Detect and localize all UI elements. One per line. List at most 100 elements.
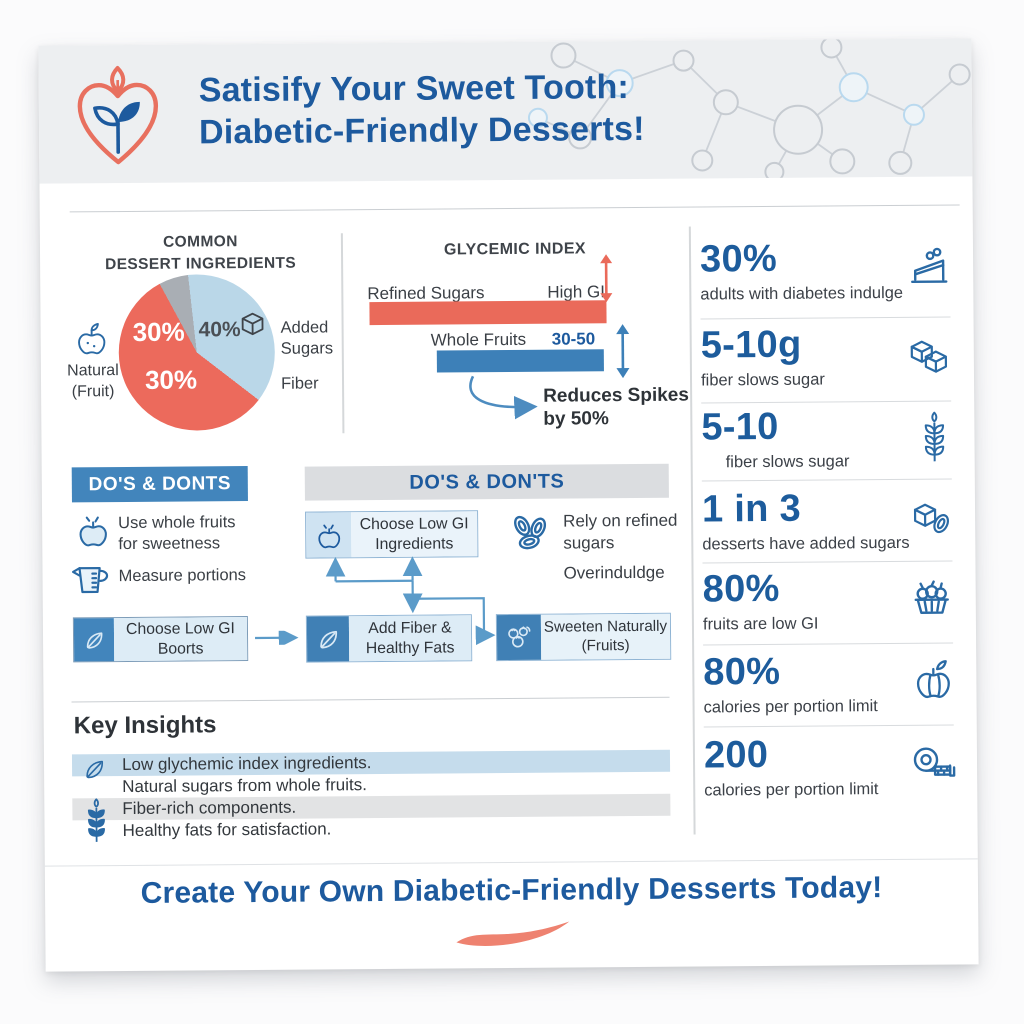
dont-item1: Rely on refined sugars (563, 510, 678, 555)
added-sugars-line1: Added (280, 318, 329, 337)
added-sugars-line2: Sugars (280, 339, 334, 359)
berries-icon-cell (496, 614, 542, 661)
dos-left-item1: Use whole fruits for sweetness (118, 512, 236, 556)
pie-right-label-added-sugars: Added Sugars (281, 317, 334, 360)
gi-bar-whole-fruits (436, 349, 604, 373)
top-divider (69, 204, 960, 213)
dos-left-header: DO'S & DONTS (71, 466, 248, 503)
swoosh-icon (456, 921, 570, 946)
stat-block: 80% calories per portion limit (703, 651, 976, 717)
gi-bar2-annotation: 30-50 (551, 329, 596, 349)
ingredients-pie-chart (118, 273, 276, 432)
stat-divider (703, 724, 954, 728)
footer-title: Create Your Own Diabetic-Friendly Desser… (140, 871, 883, 910)
apple-icon (79, 516, 107, 547)
fruit-basket-icon (914, 580, 949, 614)
leaf-icon (86, 631, 103, 649)
wheat-icon (924, 411, 945, 462)
dos-left-item1-line2: for sweetness (118, 534, 221, 554)
insight-item: Healthy fats for satisfaction. (122, 819, 332, 841)
sugar-cubes-icon (910, 340, 948, 373)
reduces-spikes-arrow-icon (469, 375, 538, 420)
cake-slice-icon (911, 247, 948, 284)
apple-icon (78, 323, 106, 355)
stat-block: 200 calories per portion limit (704, 734, 977, 800)
pie-left-label-line1: Natural (67, 362, 119, 380)
sugar-cube-almond-icon (913, 503, 950, 534)
pie-left-label-line2: (Fruit) (71, 382, 115, 401)
stat-block: 80% fruits are low GI (703, 568, 976, 634)
dos-left-item2: Measure portions (118, 566, 247, 586)
pie-label-30b: 30% (144, 364, 198, 395)
heart-leaf-logo-icon (77, 66, 159, 165)
molecule-pattern (527, 38, 971, 181)
box3-label-line2: (Fruits) (581, 636, 630, 654)
gi-bar-refined-sugars (369, 300, 607, 326)
page-title-line1: Satisify Your Sweet Tooth: (198, 68, 630, 110)
pie-label-30a: 30% (132, 316, 185, 347)
leaf-icon (320, 630, 338, 649)
stat-block: 5-10 fiber slows sugar (701, 406, 974, 472)
apple-icon (317, 524, 340, 548)
flow-arrow-right-icon (255, 630, 299, 646)
pie-section-title: COMMON DESSERT INGREDIENTS (98, 231, 303, 278)
gi-note: Reduces Spikes by 50% (543, 384, 689, 431)
apple-icon-cell (306, 512, 352, 558)
choose-low-gi-ingredients-box: Choose Low GI Ingredients (305, 510, 479, 559)
header-band: Satisify Your Sweet Tooth: Diabetic-Frie… (38, 38, 973, 184)
leaf-icon-cell (73, 618, 115, 662)
pie-title-line1: COMMON (162, 233, 238, 251)
add-fiber-box: Add Fiber & Healthy Fats (305, 614, 473, 663)
gi-note-line1: Reduces Spikes (543, 384, 689, 407)
dos-left-item1-line1: Use whole fruits (118, 513, 236, 533)
leaf-icon (86, 760, 103, 779)
dont-item1-line1: Rely on refined (563, 510, 678, 531)
stat-divider (701, 400, 952, 404)
page-title-line2: Diabetic-Friendly Desserts! (198, 109, 645, 152)
dont-item2: Overinduldge (563, 562, 665, 583)
stat-divider (701, 478, 952, 482)
dont-item1-line2: sugars (563, 533, 615, 553)
sidebar-divider-vertical (688, 226, 696, 835)
pie-left-label: Natural (Fruit) (55, 361, 131, 403)
gi-bar2-label: Whole Fruits (430, 329, 527, 350)
gi-range-arrow-icon (616, 324, 630, 379)
flowchart-connectors (325, 556, 496, 646)
key-insights-title: Key Insights (73, 711, 217, 740)
stat-divider (703, 642, 954, 646)
pie-right-label-fiber: Fiber (280, 374, 319, 393)
box2-label-line1: Add Fiber & (368, 619, 452, 638)
page-title: Satisify Your Sweet Tooth: Diabetic-Frie… (199, 67, 645, 154)
box-label-line1: Choose Low GI (125, 620, 235, 639)
box2-label: Add Fiber & Healthy Fats (348, 615, 472, 662)
berries-icon (508, 625, 531, 647)
almonds-icon (514, 515, 547, 550)
box1-label-line1: Choose Low GI (359, 515, 469, 534)
sweeten-naturally-box: Sweeten Naturally (Fruits) (495, 612, 672, 662)
stat-divider (700, 316, 951, 320)
infographic-card: Satisify Your Sweet Tooth: Diabetic-Frie… (38, 38, 979, 972)
dos-middle-header: DO'S & DON'TS (304, 463, 669, 501)
sugar-cube-icon (241, 312, 264, 336)
wheat-icon (87, 798, 105, 842)
choose-low-gi-box: Choose Low GI Boorts (72, 616, 249, 663)
box-label-line2: Boorts (157, 639, 204, 658)
footer-divider (44, 858, 978, 867)
high-gi-arrow-icon (600, 254, 613, 303)
measuring-cup-icon (71, 566, 109, 594)
choose-low-gi-box-label: Choose Low GI Boorts (113, 617, 248, 662)
box2-label-line2: Healthy Fats (365, 638, 455, 657)
box3-label: Sweeten Naturally (Fruits) (540, 613, 671, 660)
measuring-tape-icon (913, 747, 956, 777)
apple-icon (916, 660, 950, 699)
leaf-icon-cell (306, 616, 350, 662)
stat-divider (702, 560, 953, 564)
stat-block: 30% adults with diabetes indulge (700, 238, 973, 304)
stat-block: 1 in 3 desserts have added sugars (702, 488, 975, 554)
gi-note-line2: by 50% (543, 408, 609, 430)
section-divider-vertical-1 (340, 233, 344, 434)
pie-label-40: 40% (198, 318, 241, 342)
key-insights-divider (71, 696, 670, 703)
box3-label-line1: Sweeten Naturally (543, 617, 668, 636)
stat-block: 5-10g fiber slows sugar (701, 324, 974, 390)
